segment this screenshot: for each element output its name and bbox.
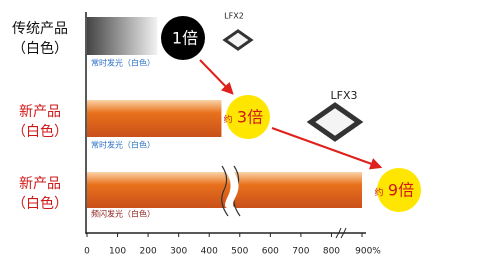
badge-prefix: 约 [223, 114, 232, 126]
x-tick-label: 600 [262, 247, 279, 257]
bar [87, 17, 157, 55]
x-tick-label: 500 [231, 247, 248, 257]
badge-text: 1倍 [172, 29, 198, 48]
x-tick-label: 900% [355, 247, 381, 257]
badge-text: 9倍 [388, 181, 414, 200]
product-image [225, 31, 251, 49]
product-label: LFX3 [331, 89, 358, 102]
product-image [311, 105, 359, 139]
category-label: 新产品 [19, 176, 61, 192]
badge-text: 3倍 [237, 108, 263, 127]
x-tick-label: 800 [323, 247, 340, 257]
arrow [200, 60, 232, 93]
bar-label: 常时发光（白色） [91, 58, 155, 68]
badge-prefix: 约 [374, 187, 383, 199]
x-tick-label: 100 [109, 247, 126, 257]
x-tick-label: 0 [84, 247, 90, 257]
category-label: （白色） [12, 40, 68, 57]
bar-label: 频闪发光（白色） [91, 209, 155, 219]
x-tick-label: 300 [170, 247, 187, 257]
product-label: LFX2 [224, 12, 244, 21]
bar-label: 常时发光（白色） [91, 140, 155, 150]
category-label: （白色） [12, 123, 68, 140]
bar [87, 100, 221, 137]
chart: 0 100 200 300 400 500 600 700 800 900% 传统产品 （白色） 常时发… [0, 0, 479, 260]
category-label: （白色） [12, 195, 68, 212]
x-tick-label: 400 [201, 247, 218, 257]
category-label: 传统产品 [12, 21, 68, 37]
x-tick-label: 700 [292, 247, 309, 257]
x-tick-label: 200 [140, 247, 157, 257]
category-label: 新产品 [19, 104, 61, 120]
